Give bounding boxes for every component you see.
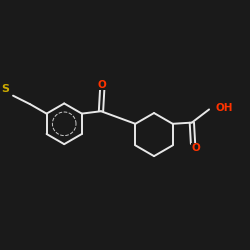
Text: O: O xyxy=(191,143,200,153)
Text: OH: OH xyxy=(216,102,233,113)
Text: O: O xyxy=(98,80,106,90)
Text: S: S xyxy=(2,84,10,94)
